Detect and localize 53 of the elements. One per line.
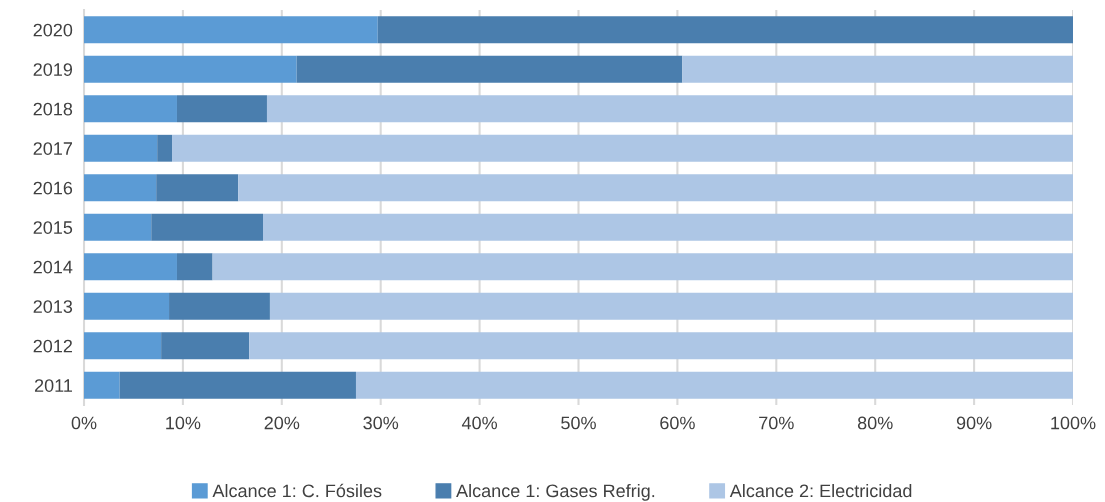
bar bbox=[84, 16, 378, 44]
y-tick-label: 2011 bbox=[34, 379, 73, 392]
bar bbox=[84, 332, 162, 360]
bar bbox=[84, 55, 297, 83]
x-tick-label: 10% bbox=[166, 416, 201, 430]
bar bbox=[176, 95, 267, 123]
y-tick-label: 2018 bbox=[33, 102, 73, 116]
legend-label: Alcance 1: Gases Refrig. bbox=[456, 483, 655, 501]
y-tick-label: 2019 bbox=[33, 63, 73, 76]
bar bbox=[157, 134, 173, 162]
bar bbox=[169, 292, 270, 320]
bar bbox=[266, 95, 1073, 123]
x-tick-label: 30% bbox=[363, 416, 399, 430]
y-tick-label: 2015 bbox=[33, 221, 73, 234]
bar bbox=[84, 213, 152, 241]
bar bbox=[156, 174, 239, 202]
bar bbox=[377, 16, 1073, 44]
bar bbox=[119, 371, 356, 399]
y-tick-label: 2016 bbox=[33, 181, 73, 195]
bar bbox=[296, 55, 683, 83]
bar bbox=[84, 371, 120, 399]
x-tick-label: 60% bbox=[660, 416, 695, 430]
bar bbox=[263, 213, 1073, 241]
x-tick-label: 80% bbox=[857, 416, 893, 430]
x-tick-label: 90% bbox=[956, 416, 992, 430]
x-tick-label: 0% bbox=[71, 416, 97, 430]
y-tick-label: 2013 bbox=[33, 300, 73, 313]
bar bbox=[84, 95, 177, 123]
bar bbox=[269, 292, 1073, 320]
bar bbox=[355, 371, 1073, 399]
x-tick-label: 20% bbox=[264, 416, 300, 430]
y-tick-label: 2014 bbox=[33, 260, 73, 274]
bar bbox=[161, 332, 250, 360]
bar bbox=[212, 253, 1073, 281]
legend-label: Alcance 1: C. Fósiles bbox=[212, 483, 382, 498]
y-tick-label: 2012 bbox=[33, 339, 72, 353]
x-tick-label: 50% bbox=[561, 416, 596, 430]
y-tick-label: 2020 bbox=[33, 23, 73, 37]
bar bbox=[238, 174, 1073, 202]
bar bbox=[176, 253, 213, 281]
x-tick-label: 70% bbox=[759, 416, 794, 430]
bar bbox=[84, 174, 157, 202]
x-tick-label: 100% bbox=[1051, 416, 1096, 430]
bar bbox=[84, 292, 170, 320]
y-tick-label: 2017 bbox=[33, 142, 72, 155]
bar bbox=[151, 213, 264, 241]
x-tick-label: 40% bbox=[461, 416, 498, 430]
bar bbox=[84, 134, 158, 162]
bar bbox=[249, 332, 1073, 360]
bar bbox=[682, 55, 1073, 83]
legend-label: Alcance 2: Electricidad bbox=[729, 483, 912, 498]
bar bbox=[172, 134, 1073, 162]
bar bbox=[84, 253, 177, 281]
